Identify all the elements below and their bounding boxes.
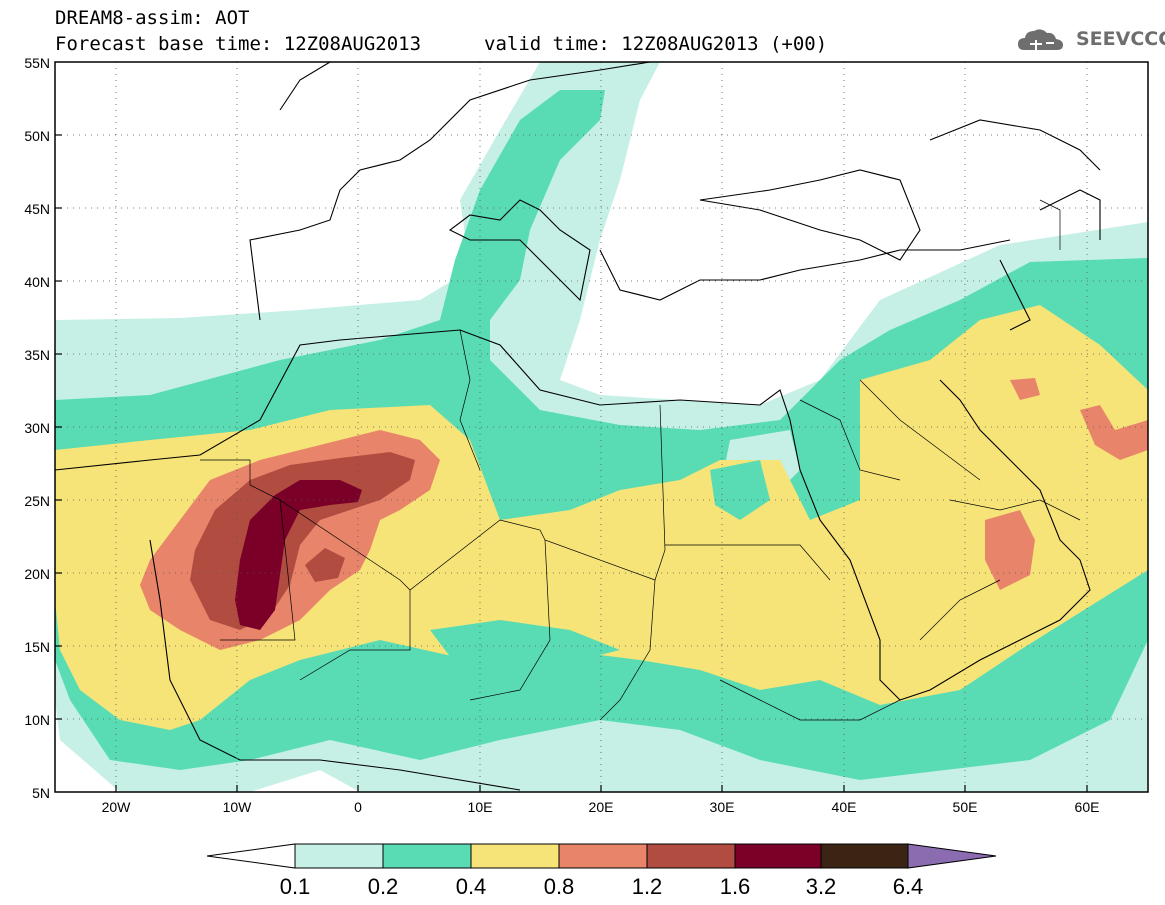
lat-label: 55N xyxy=(24,55,50,71)
lon-label: 30E xyxy=(709,799,735,815)
colorbar xyxy=(206,843,997,869)
lon-label: 40E xyxy=(831,799,857,815)
lat-label: 20N xyxy=(24,566,50,582)
valid-time: valid time: 12Z08AUG2013 (+00) xyxy=(484,33,828,55)
lat-label: 35N xyxy=(24,347,50,363)
lat-label: 10N xyxy=(24,712,50,728)
cloud-icon xyxy=(1018,29,1063,50)
colorbar-segment xyxy=(294,843,384,869)
colorbar-label: 0.1 xyxy=(279,874,311,899)
lon-label: 20E xyxy=(588,799,614,815)
colorbar-segment xyxy=(558,843,648,869)
forecast-base-time: Forecast base time: 12Z08AUG2013 xyxy=(55,33,422,55)
lon-label: 10E xyxy=(467,799,493,815)
lon-label: 20W xyxy=(101,799,131,815)
colorbar-segment xyxy=(820,843,909,869)
map-title: DREAM8-assim: AOT xyxy=(55,7,250,29)
colorbar-label: 1.2 xyxy=(631,874,663,899)
lon-label: 60E xyxy=(1074,799,1100,815)
colorbar-label: 1.6 xyxy=(719,874,751,899)
colorbar-min-arrow xyxy=(206,843,296,869)
lat-label: 5N xyxy=(32,785,50,801)
colorbar-label: 0.2 xyxy=(367,874,399,899)
colorbar-max-arrow xyxy=(907,843,997,869)
lon-label: 0 xyxy=(354,799,362,815)
colorbar-segment xyxy=(646,843,736,869)
lon-label: 50E xyxy=(952,799,978,815)
colorbar-label: 3.2 xyxy=(805,874,837,899)
country-borders xyxy=(200,199,1081,721)
colorbar-label: 0.8 xyxy=(543,874,575,899)
colorbar-label: 0.4 xyxy=(455,874,487,899)
logo-text: SEEVCCC xyxy=(1076,28,1165,50)
lat-label: 25N xyxy=(24,493,50,509)
lon-label: 10W xyxy=(222,799,252,815)
lat-label: 40N xyxy=(24,274,50,290)
axis-ticks xyxy=(55,134,1088,792)
colorbar-segment xyxy=(470,843,560,869)
graticule xyxy=(55,62,1148,792)
colorbar-label: 6.4 xyxy=(892,874,924,899)
lat-label: 45N xyxy=(24,201,50,217)
lat-label: 30N xyxy=(24,420,50,436)
coastlines xyxy=(55,62,1101,791)
colorbar-segment xyxy=(734,843,822,869)
lat-label: 15N xyxy=(24,639,50,655)
colorbar-segment xyxy=(382,843,472,869)
lat-label: 50N xyxy=(24,128,50,144)
